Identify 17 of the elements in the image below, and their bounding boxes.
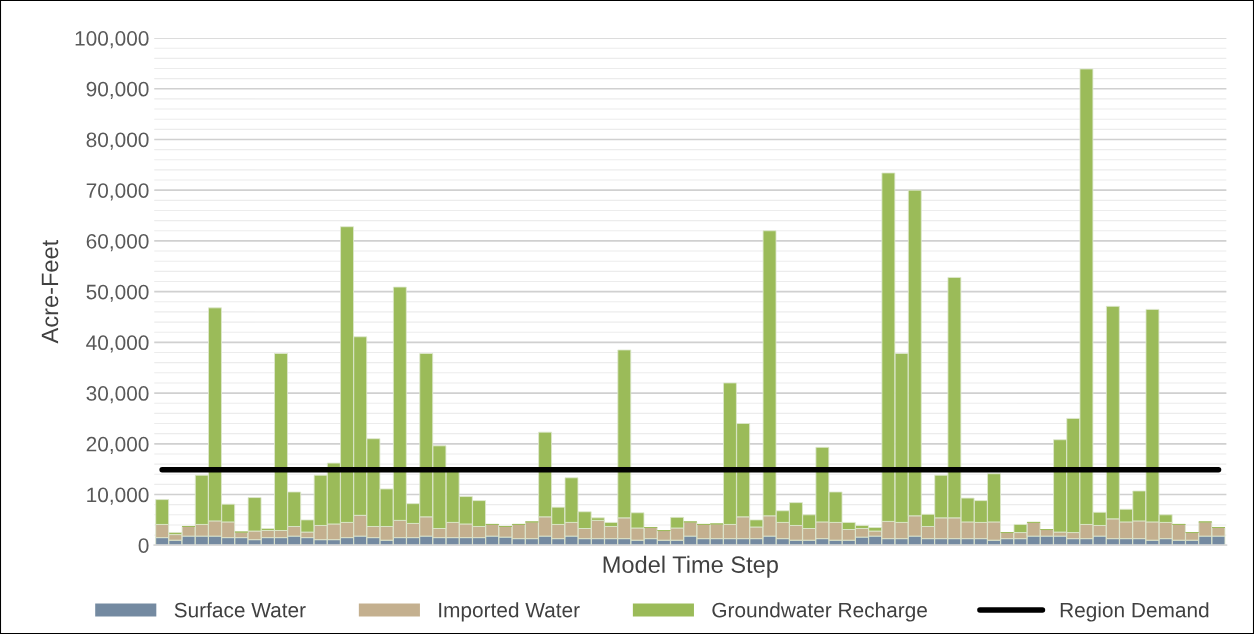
y-tick-label: 0 (138, 538, 149, 553)
y-axis-title: Acre-Feet (41, 239, 59, 344)
legend-label: Groundwater Recharge (712, 602, 927, 622)
y-tick-label: 30,000 (86, 386, 149, 404)
legend-label: Region Demand (1060, 602, 1209, 622)
y-tick-label: 90,000 (86, 81, 149, 99)
y-tick-label: 100,000 (75, 31, 149, 49)
y-tick-label: 80,000 (86, 132, 149, 150)
y-tick-label: 60,000 (86, 233, 149, 252)
y-tick-label: 20,000 (86, 436, 149, 455)
legend-label: Imported Water (439, 602, 580, 622)
legend-label: Surface Water (174, 602, 306, 618)
y-tick-label: 70,000 (86, 183, 149, 201)
y-tick-label: 40,000 (86, 335, 149, 353)
y-tick-label: 10,000 (87, 487, 149, 505)
y-tick-label: 50,000 (86, 284, 149, 302)
x-axis-title: Model Time Step (603, 555, 778, 578)
